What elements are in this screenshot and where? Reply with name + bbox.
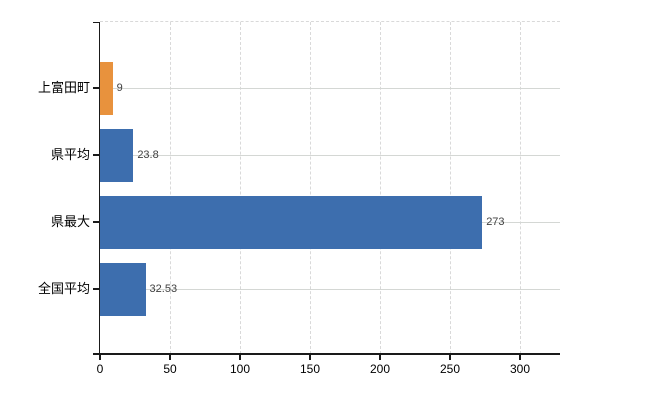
- bar-県最大: [100, 195, 483, 249]
- x-axis-tick-label: 300: [509, 362, 531, 376]
- bar-全国平均: [100, 262, 146, 316]
- x-axis-tick-label: 250: [439, 362, 461, 376]
- vertical-gridline: [240, 22, 241, 354]
- x-axis-tick-label: 200: [369, 362, 391, 376]
- bar-県平均: [100, 128, 134, 182]
- x-axis-tick: [99, 354, 101, 360]
- category-label: 県最大: [50, 214, 90, 229]
- vertical-gridline: [310, 22, 311, 354]
- x-axis-tick-label: 150: [299, 362, 321, 376]
- horizontal-gridline: [100, 289, 560, 290]
- plot-area-top-border: [100, 21, 560, 22]
- x-axis-tick: [449, 354, 451, 360]
- x-axis-tick: [169, 354, 171, 360]
- x-axis-tick-label: 0: [96, 362, 104, 376]
- y-axis-line: [98, 22, 101, 354]
- horizontal-gridline: [100, 88, 560, 89]
- y-axis-top-tick: [93, 21, 100, 23]
- x-axis-tick: [379, 354, 381, 360]
- vertical-gridline: [380, 22, 381, 354]
- bar-value-label: 23.8: [137, 148, 159, 161]
- x-axis-tick: [519, 354, 521, 360]
- bar-value-label: 32.53: [149, 282, 178, 295]
- x-axis-tick: [239, 354, 241, 360]
- x-axis-tick-label: 50: [163, 362, 177, 376]
- y-axis-tick: [93, 87, 100, 89]
- y-axis-tick: [93, 154, 100, 156]
- category-label: 全国平均: [37, 281, 90, 296]
- x-axis-line: [93, 353, 560, 355]
- bar-value-label: 273: [486, 215, 505, 228]
- bar-value-label: 9: [116, 81, 123, 94]
- category-label: 県平均: [50, 147, 90, 162]
- vertical-gridline: [520, 22, 521, 354]
- y-axis-tick: [93, 288, 100, 290]
- vertical-gridline: [170, 22, 171, 354]
- category-label: 上富田町: [37, 80, 90, 95]
- vertical-gridline: [450, 22, 451, 354]
- bar-上富田町: [100, 61, 113, 115]
- y-axis-tick: [93, 221, 100, 223]
- horizontal-gridline: [100, 155, 560, 156]
- x-axis-tick: [309, 354, 311, 360]
- x-axis-tick-label: 100: [229, 362, 251, 376]
